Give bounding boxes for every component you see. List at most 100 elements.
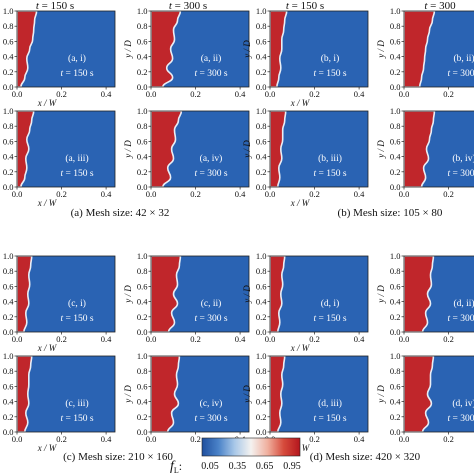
y-tick-label: 0.2 (256, 412, 267, 422)
top-time-title: t = 300 (424, 0, 456, 12)
panel-time-label: t = 300 s (447, 169, 474, 179)
y-tick-label: 0.6 (256, 281, 267, 291)
x-tick-label: 0.4 (235, 334, 246, 344)
panel-id-label: (a, i) (68, 53, 86, 64)
panel-time-label: t = 150 s (313, 314, 346, 324)
top-time-title: t = 300 s (169, 0, 207, 12)
y-tick-label: 0.6 (3, 381, 14, 391)
panel-time-label: t = 300 s (194, 169, 227, 179)
x-tick-label: 0.4 (101, 89, 112, 99)
y-tick-label: 0.0 (3, 427, 14, 437)
panel-id-label: (a, iv) (200, 153, 223, 164)
x-tick-label: 0.2 (56, 334, 67, 344)
y-axis-label: y / D (242, 385, 252, 404)
y-tick-label: 1.0 (256, 251, 267, 261)
x-axis-label: x / W (290, 98, 311, 108)
y-tick-label: 0.0 (390, 182, 401, 192)
panel-time-label: t = 150 s (60, 169, 93, 179)
x-tick-label: 0.2 (309, 434, 320, 444)
x-axis-label: x / W (290, 198, 311, 208)
panel-frame (16, 355, 116, 433)
panel-id-label: (c, iii) (65, 398, 88, 409)
y-axis-label: y / D (123, 285, 133, 304)
y-tick-label: 0.6 (390, 281, 401, 291)
y-tick-label: 0.0 (256, 327, 267, 337)
panel-frame (150, 110, 250, 188)
panel-frame (150, 355, 250, 433)
x-tick-label: 0.2 (443, 434, 454, 444)
liquid-region (17, 256, 115, 332)
y-tick-label: 0.2 (390, 67, 401, 77)
group-caption: (d) Mesh size: 420 × 320 (310, 451, 421, 463)
y-tick-label: 1.0 (3, 251, 14, 261)
contour-panel: 0.00.20.40.00.20.40.60.81.0y / Dx / W(d,… (242, 351, 369, 453)
y-tick-label: 0.2 (3, 412, 14, 422)
x-tick-label: 0.4 (354, 334, 365, 344)
solid-region (270, 111, 287, 187)
y-tick-label: 0.2 (137, 167, 148, 177)
y-tick-label: 0.0 (256, 182, 267, 192)
panel-frame (16, 110, 116, 188)
y-tick-label: 0.4 (137, 152, 148, 162)
y-tick-label: 0.4 (3, 52, 14, 62)
group-caption: (c) Mesh size: 210 × 160 (63, 451, 173, 463)
x-tick-label: 0.2 (56, 189, 67, 199)
y-axis-label: y / D (376, 140, 386, 159)
y-tick-label: 0.0 (3, 82, 14, 92)
panel-time-label: t = 150 s (60, 414, 93, 424)
x-tick-label: 0.4 (354, 189, 365, 199)
y-tick-label: 0.0 (390, 82, 401, 92)
y-tick-label: 0.4 (3, 152, 14, 162)
y-tick-label: 0.4 (390, 297, 401, 307)
liquid-region (270, 356, 368, 432)
panel-id-label: (b, ii) (453, 53, 474, 64)
liquid-region (270, 256, 368, 332)
x-tick-label: 0.4 (354, 89, 365, 99)
y-tick-label: 0.8 (137, 121, 148, 131)
panel-id-label: (b, iv) (452, 153, 474, 164)
y-tick-label: 0.4 (390, 52, 401, 62)
panel-time-label: t = 150 s (60, 314, 93, 324)
y-tick-label: 0.8 (256, 21, 267, 31)
panel-id-label: (b, i) (321, 53, 339, 64)
solid-region (17, 356, 33, 432)
y-tick-label: 1.0 (137, 251, 148, 261)
y-tick-label: 0.6 (256, 36, 267, 46)
y-tick-label: 0.4 (137, 52, 148, 62)
colorbar-tick-label: 0.05 (201, 461, 219, 472)
panel-frame (150, 10, 250, 88)
solid-region (270, 11, 288, 87)
x-tick-label: 0.2 (56, 89, 67, 99)
group-caption: (b) Mesh size: 105 × 80 (338, 207, 443, 219)
x-tick-label: 0.2 (190, 189, 201, 199)
x-tick-label: 0.0 (399, 334, 410, 344)
x-tick-label: 0.4 (101, 334, 112, 344)
panel-frame (269, 10, 369, 88)
panel-frame (403, 110, 474, 188)
y-tick-label: 0.2 (3, 312, 14, 322)
y-axis-label: y / D (123, 140, 133, 159)
y-tick-label: 0.8 (256, 121, 267, 131)
contour-panel: 0.0 0.2 0.4 0.0 0.2 0.4 0.6 0.8 1.0 y / D x / W (b,… (242, 6, 369, 108)
solid-region (151, 356, 181, 432)
y-tick-label: 1.0 (256, 351, 267, 361)
colorbar-label: fL: (170, 459, 182, 474)
top-titles: t = 150 s t = 300 s t = 150 s t = 300 (36, 0, 456, 12)
y-axis-label: y / D (376, 40, 386, 59)
x-tick-label: 0.0 (399, 89, 410, 99)
solid-region (270, 356, 286, 432)
top-time-title: t = 150 s (36, 0, 74, 12)
solid-region (404, 11, 436, 87)
group-caption: (a) Mesh size: 42 × 32 (71, 207, 170, 219)
x-tick-label: 0.0 (399, 434, 410, 444)
panel-frame (403, 10, 474, 88)
y-tick-label: 1.0 (137, 6, 148, 16)
colorbar: fL: 0.05 0.35 0.65 0.95 (170, 437, 301, 474)
top-time-title: t = 150 s (286, 0, 324, 12)
y-tick-label: 0.6 (137, 36, 148, 46)
y-tick-label: 0.6 (390, 381, 401, 391)
y-tick-label: 0.2 (390, 312, 401, 322)
solid-region (404, 356, 435, 432)
y-tick-label: 0.0 (3, 182, 14, 192)
